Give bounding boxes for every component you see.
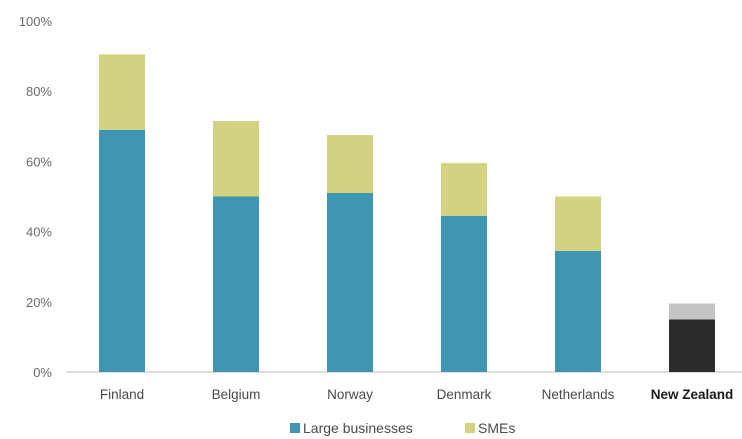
x-tick-label: Finland [100,387,144,402]
y-tick-label: 40% [26,225,52,240]
y-tick-label: 0% [33,365,52,380]
y-tick-label: 60% [26,154,52,169]
bar-segment-large-businesses-belgium [213,196,259,372]
bar-segment-large-businesses-netherlands [555,250,601,372]
bar-segment-smes-belgium [213,121,259,197]
bar-segment-smes-netherlands [555,196,601,251]
legend-swatch-large-businesses [290,423,300,433]
bar-segment-smes-norway [327,135,373,193]
x-tick-label: Netherlands [542,387,615,402]
legend-swatch-smes [465,423,475,433]
legend: Large businesses SMEs [290,420,515,436]
bar-segment-large-businesses-norway [327,192,373,372]
y-tick-label: 20% [26,295,52,310]
x-tick-label: Norway [327,387,373,402]
x-tick-label: New Zealand [651,387,734,402]
bars [99,54,715,372]
x-tick-label: Denmark [437,387,492,402]
y-axis: 0% 20% 40% 60% 80% 100% [19,14,53,380]
legend-label-smes: SMEs [478,420,515,436]
bar-segment-large-businesses-denmark [441,215,487,372]
bar-segment-large-businesses-new-zealand [669,319,715,372]
x-tick-label: Belgium [212,387,261,402]
bar-segment-smes-finland [99,54,145,130]
x-axis-labels: Finland Belgium Norway Denmark Netherlands Ne… [100,387,733,402]
bar-segment-large-businesses-finland [99,129,145,372]
bar-segment-smes-new-zealand [669,303,715,320]
y-tick-label: 100% [19,14,53,29]
legend-label-large-businesses: Large businesses [303,420,413,436]
y-tick-label: 80% [26,84,52,99]
bar-segment-smes-denmark [441,163,487,216]
